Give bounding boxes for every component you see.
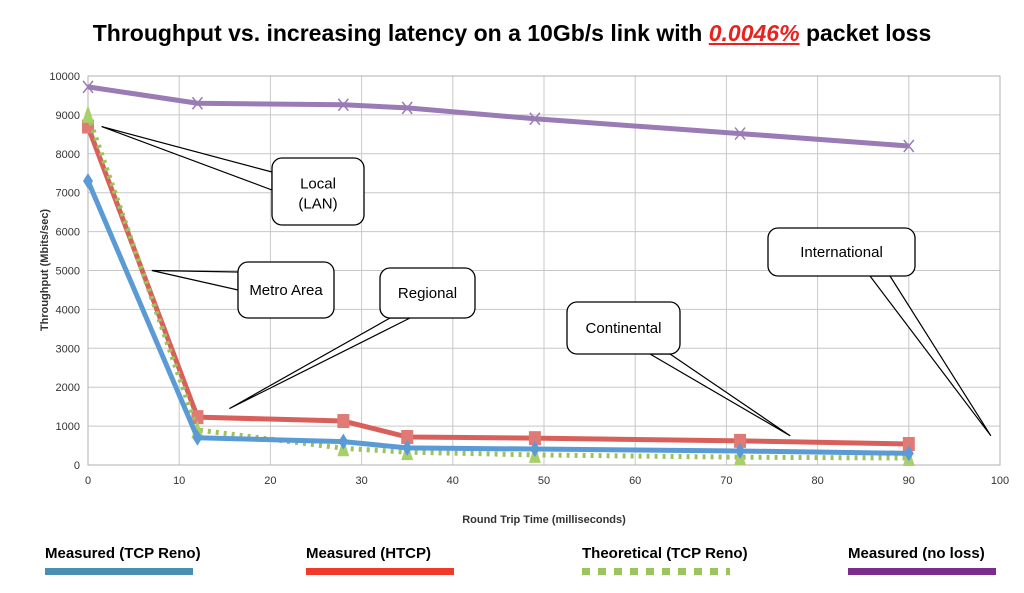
data-point [903,445,914,462]
data-point [735,442,746,459]
callout-label: (LAN) [298,196,337,213]
legend-swatch [582,568,730,575]
title-loss-value: 0.0046% [708,20,800,46]
y-tick-label: 7000 [56,188,80,200]
legend-item-htcp: Measured (HTCP) [306,545,454,575]
y-tick-label: 1000 [56,421,80,433]
data-point [191,410,204,425]
data-point [401,429,414,444]
x-tick-label: 80 [811,475,823,487]
callout-label: Continental [586,320,662,337]
callout-box [566,301,681,355]
x-tick-label: 10 [173,475,185,487]
callout-box [271,157,365,226]
title-text: Throughput vs. increasing latency on a 1… [92,20,709,46]
callout-label: International [800,244,883,261]
data-point [401,101,413,115]
callout-box [379,267,476,319]
data-point [529,112,541,126]
x-tick-label: 30 [355,475,367,487]
data-point [337,414,350,429]
data-point [82,80,94,94]
legend-label: Measured (HTCP) [306,545,432,562]
y-tick-label: 9000 [56,110,80,122]
plot-frame [87,75,1001,466]
y-tick-label: 4000 [56,304,80,316]
series-line-0 [85,180,909,456]
y-tick-label: 8000 [56,149,80,161]
x-tick-label: 60 [629,475,641,487]
legend-swatch [306,568,454,575]
legend-label: Measured (TCP Reno) [45,545,201,562]
legend-item-no-loss: Measured (no loss) [848,545,996,575]
callout-pointer [151,269,239,291]
legend-label: Measured (no loss) [848,545,985,562]
callout-pointer [868,275,992,437]
x-tick-label: 100 [991,475,1009,487]
y-axis-label: Throughput (Mbits/sec) [39,209,51,332]
legend-swatch [848,568,996,575]
x-tick-label: 40 [447,475,459,487]
data-point [902,436,915,451]
data-point [903,139,915,153]
x-tick-label: 20 [264,475,276,487]
callout-box [767,227,916,277]
data-point [83,173,93,190]
x-tick-label: 0 [85,475,91,487]
data-point [402,439,413,456]
title-text-end: packet loss [799,20,932,46]
legend-item-tcp-reno: Measured (TCP Reno) [45,545,201,575]
y-tick-label: 0 [74,460,80,472]
callout-pointer [647,353,791,437]
data-point [337,98,349,112]
data-point [529,441,540,458]
data-point [82,104,94,123]
series-line-3 [87,84,909,149]
series-line-1 [85,125,909,447]
y-tick-label: 6000 [56,227,80,239]
callout-pointer [101,125,273,191]
callout-pointer [229,317,411,410]
callout-label: Local [300,176,336,193]
callout-label: Regional [398,285,457,302]
legend-item-theoretical: Theoretical (TCP Reno) [582,545,748,575]
x-tick-label: 70 [720,475,732,487]
x-tick-label: 50 [538,475,550,487]
legend-label: Theoretical (TCP Reno) [582,545,748,562]
data-point [528,431,541,446]
x-tick-label: 90 [903,475,915,487]
legend-swatch [45,568,193,575]
data-point [734,433,747,448]
y-tick-label: 10000 [49,71,80,83]
callout-box [237,261,335,319]
y-tick-label: 2000 [56,382,80,394]
data-point [192,429,203,446]
chart-title: Throughput vs. increasing latency on a 1… [0,20,1024,47]
y-tick-label: 3000 [56,343,80,355]
x-axis-label: Round Trip Time (milliseconds) [462,514,626,526]
callout-label: Metro Area [249,282,323,299]
y-tick-label: 5000 [56,266,80,278]
data-point [734,127,746,141]
data-point [191,96,204,110]
data-point [338,433,349,450]
